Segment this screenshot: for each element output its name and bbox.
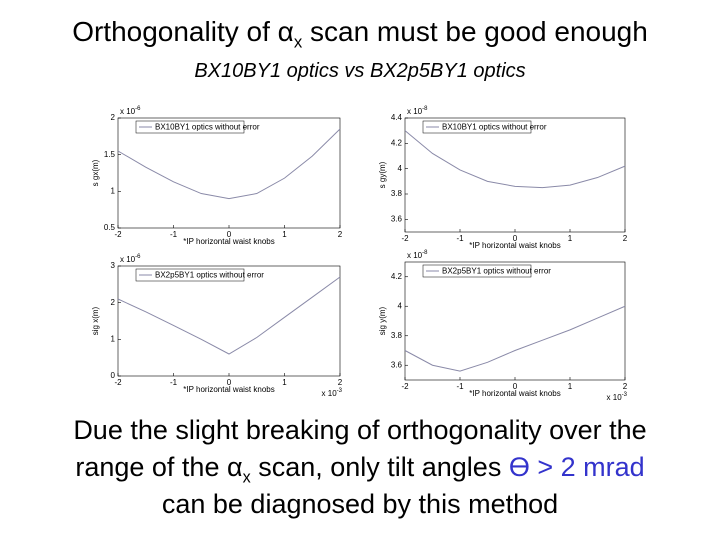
multiplier-base: x 10	[607, 393, 623, 400]
y-tick-label: 2	[111, 113, 116, 122]
multiplier-base: x 10	[120, 255, 136, 264]
data-line	[404, 305, 626, 372]
title-text: Orthogonality of α	[72, 16, 294, 47]
legend-label: BX10BY1 optics without error	[155, 123, 260, 132]
x-tick-label: -2	[114, 230, 122, 239]
multiplier-base: x 10	[120, 107, 136, 116]
y-tick-label: 2	[111, 298, 116, 307]
y-tick-label: 0.5	[104, 223, 116, 232]
x-tick-label: -2	[401, 234, 409, 243]
x-tick-label: -1	[170, 378, 178, 387]
x-tick-label: -1	[170, 230, 178, 239]
conclusion-highlight: ϴ > 2 mrad	[508, 452, 645, 482]
y-tick-label: 4.2	[391, 138, 403, 147]
y-tick-label: 1	[111, 186, 116, 195]
x-tick-label: 2	[623, 382, 628, 391]
y-tick-label: 1	[111, 334, 116, 343]
x-tick-label: -1	[456, 382, 464, 391]
legend-label: BX10BY1 optics without error	[442, 123, 547, 132]
axis-multiplier: x 10-6	[120, 106, 141, 117]
plot-frame	[404, 117, 626, 233]
multiplier-base: x 10	[407, 251, 423, 260]
data-line	[117, 128, 341, 200]
axis-multiplier: x 10-8	[407, 250, 428, 261]
x-tick-label: 2	[623, 234, 628, 243]
x-tick-label: 1	[282, 230, 287, 239]
y-axis-label: sig y(m)	[378, 306, 387, 335]
multiplier-exponent: -8	[422, 250, 428, 256]
y-tick-label: 3.6	[391, 360, 403, 369]
y-tick-label: 3.8	[391, 189, 403, 198]
axis-multiplier: x 10-3	[322, 388, 343, 399]
legend-label: BX2p5BY1 optics without error	[155, 271, 264, 280]
y-tick-label: 0	[111, 371, 116, 380]
slide-title: Orthogonality of αx scan must be good en…	[0, 16, 720, 53]
x-tick-label: 1	[568, 234, 573, 243]
plot-frame	[404, 261, 626, 381]
conclusion-subscript: x	[242, 468, 251, 487]
title-text: scan must be good enough	[302, 16, 648, 47]
conclusion-text: scan, only tilt angles	[250, 452, 509, 482]
x-axis-label: *IP horizontal waist knobs	[183, 385, 274, 394]
y-tick-label: 4.2	[391, 272, 403, 281]
plot-frame	[117, 117, 341, 229]
x-tick-label: 1	[568, 382, 573, 391]
y-axis-label: s gx(m)	[91, 159, 100, 186]
legend-box	[135, 268, 245, 282]
x-tick-label: 0	[227, 230, 232, 239]
x-tick-label: -2	[401, 382, 409, 391]
multiplier-base: x 10	[407, 107, 423, 116]
conclusion-text: range of the α	[75, 452, 243, 482]
y-tick-label: 3.8	[391, 331, 403, 340]
plot-frame	[117, 265, 341, 377]
x-tick-label: -2	[114, 378, 122, 387]
y-tick-label: 3	[111, 261, 116, 270]
multiplier-exponent: -3	[622, 392, 628, 398]
multiplier-exponent: -8	[422, 106, 428, 112]
legend-box	[422, 120, 532, 134]
y-tick-label: 4	[398, 164, 403, 173]
plots: -2 -1 0 1 2 0.5 1 1.5 2 *IP horizontal waist knob…	[91, 106, 628, 400]
title-subscript: x	[293, 32, 303, 52]
multiplier-base: x 10	[322, 389, 338, 398]
x-tick-label: -1	[456, 234, 464, 243]
axis-multiplier: x 10-3	[607, 392, 628, 400]
y-axis-label: sig x(m)	[91, 306, 100, 335]
y-tick-label: 3.6	[391, 214, 403, 223]
x-axis-label: *IP horizontal waist knobs	[469, 241, 560, 250]
y-tick-label: 4	[398, 301, 403, 310]
x-tick-label: 2	[338, 378, 343, 387]
conclusion-line: can be diagnosed by this method	[161, 489, 559, 519]
axis-multiplier: x 10-6	[120, 254, 141, 265]
subtitle: BX10BY1 optics vs BX2p5BY1 optics	[194, 60, 526, 82]
x-axis-label: *IP horizontal waist knobs	[469, 389, 560, 398]
conclusion-line: Due the slight breaking of orthogonality…	[73, 415, 647, 445]
y-axis-label: s gy(m)	[378, 161, 387, 188]
x-tick-label: 0	[227, 378, 232, 387]
multiplier-exponent: -3	[337, 388, 343, 394]
y-tick-label: 4.4	[391, 113, 403, 122]
x-axis-label: *IP horizontal waist knobs	[183, 237, 274, 246]
data-line	[404, 130, 626, 189]
y-tick-label: 1.5	[104, 150, 116, 159]
multiplier-exponent: -6	[135, 106, 141, 112]
x-tick-label: 2	[338, 230, 343, 239]
legend-box	[135, 120, 245, 134]
x-tick-label: 0	[513, 234, 518, 243]
multiplier-exponent: -6	[135, 254, 141, 260]
x-tick-label: 0	[513, 382, 518, 391]
axis-multiplier: x 10-8	[407, 106, 428, 117]
data-line	[117, 276, 341, 355]
conclusion-line: range of the αx scan, only tilt angles ϴ…	[0, 449, 720, 495]
x-tick-label: 1	[282, 378, 287, 387]
legend-label: BX2p5BY1 optics without error	[442, 267, 551, 276]
legend-box	[422, 264, 532, 278]
